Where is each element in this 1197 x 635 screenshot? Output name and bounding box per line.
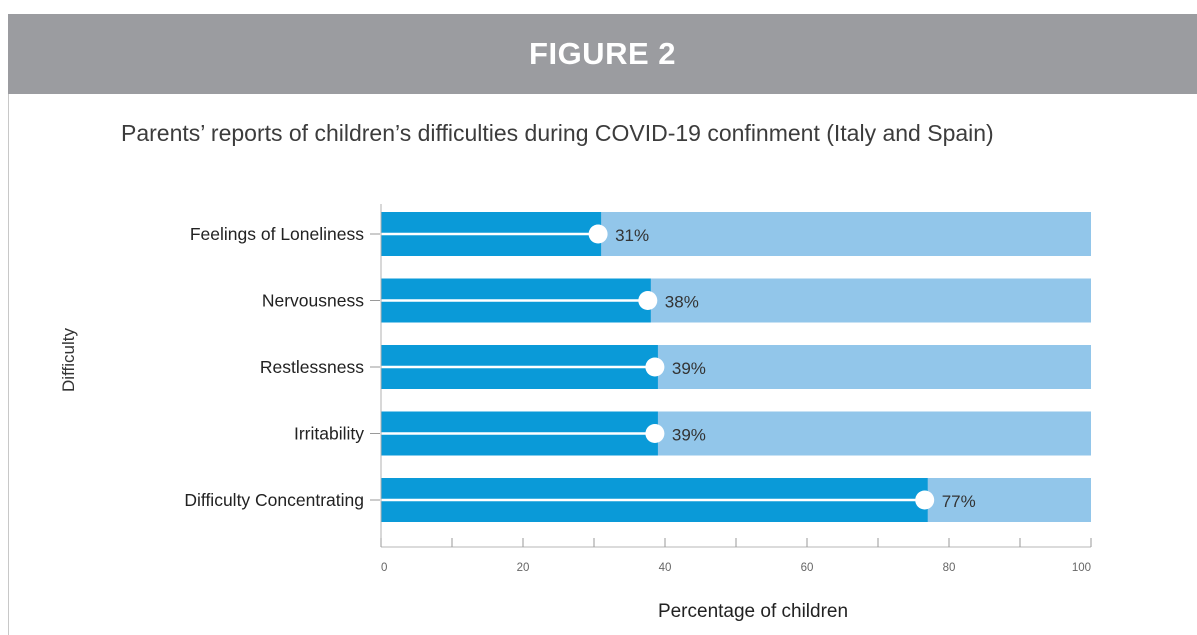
data-label: 39% bbox=[672, 359, 706, 378]
bar-marker bbox=[588, 224, 608, 244]
x-tick-label: 40 bbox=[659, 562, 672, 574]
bar-marker bbox=[915, 490, 935, 510]
bar-marker bbox=[638, 291, 658, 310]
data-label: 77% bbox=[942, 492, 976, 511]
data-label: 38% bbox=[665, 293, 699, 312]
x-tick-label: 60 bbox=[801, 562, 814, 574]
bar-marker bbox=[645, 357, 665, 377]
x-tick-label: 80 bbox=[943, 562, 956, 574]
figure-frame bbox=[8, 14, 1197, 635]
category-label: Restlessness bbox=[260, 357, 364, 377]
figure-banner: FIGURE 2 bbox=[8, 14, 1197, 94]
category-label: Nervousness bbox=[262, 291, 364, 311]
data-label: 31% bbox=[615, 226, 649, 245]
x-axis-label: Percentage of children bbox=[658, 601, 848, 622]
x-tick-label: 20 bbox=[517, 562, 530, 574]
x-tick-label: 0 bbox=[381, 562, 387, 574]
data-label: 39% bbox=[672, 426, 706, 445]
category-label: Difficulty Concentrating bbox=[184, 490, 364, 510]
x-tick-label: 100 bbox=[1072, 562, 1091, 574]
chart-title: Parents’ reports of children’s difficult… bbox=[121, 120, 994, 146]
category-label: Irritability bbox=[294, 424, 364, 444]
bar-marker bbox=[645, 424, 665, 443]
figure-label: FIGURE 2 bbox=[529, 36, 676, 71]
category-label: Feelings of Loneliness bbox=[190, 224, 364, 244]
